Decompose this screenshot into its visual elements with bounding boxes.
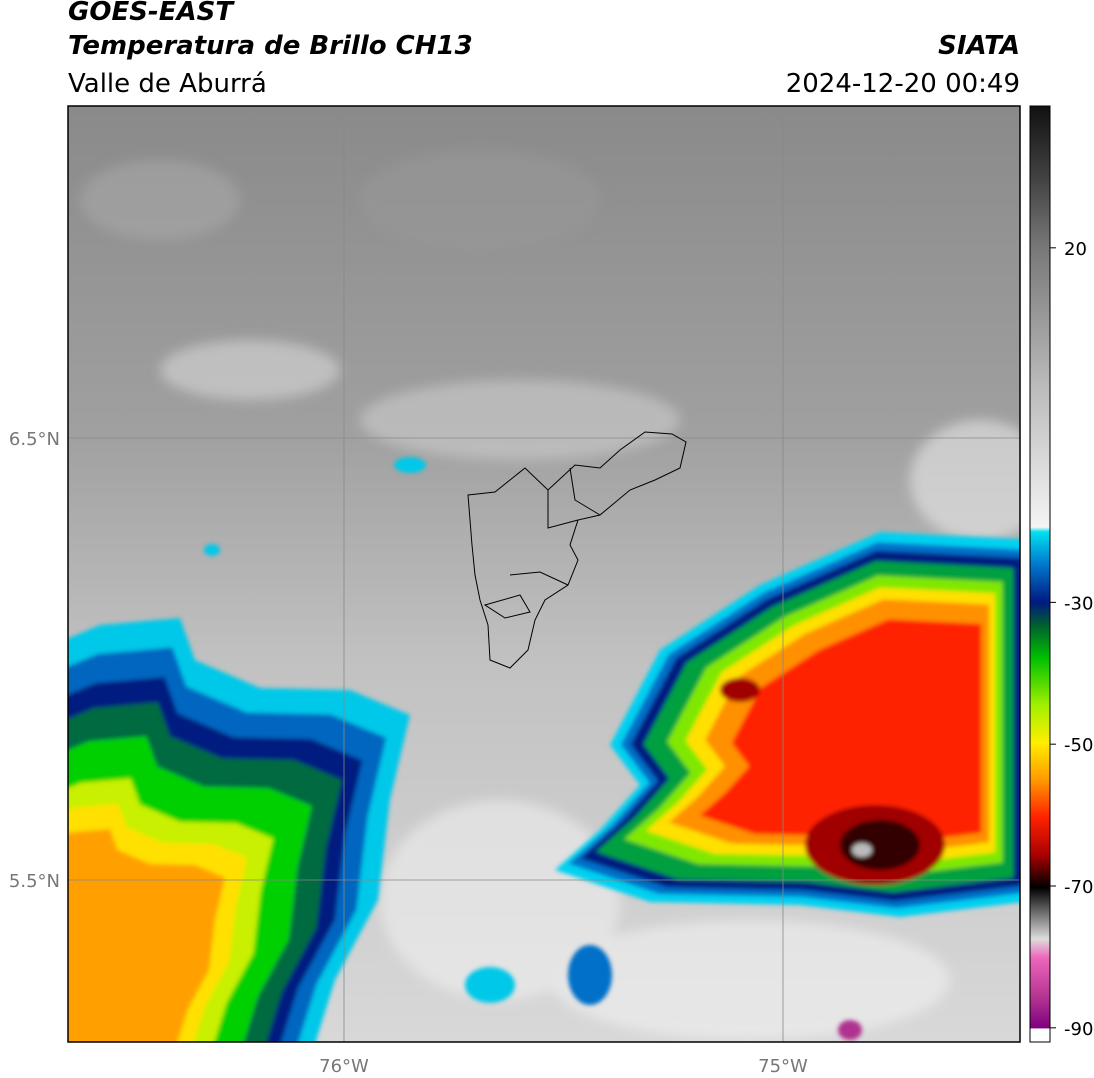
colorbar-tick-label: -50 (1064, 735, 1093, 756)
subtitle: Temperatura de Brillo CH13 (68, 31, 473, 61)
datetime: 2024-12-20 00:49 (786, 69, 1020, 99)
map-frame (67, 105, 1021, 1043)
lon-label: 76°W (319, 1056, 369, 1077)
source: SIATA (938, 31, 1020, 61)
title: GOES-EAST (68, 0, 235, 27)
map (68, 106, 1020, 1042)
colorbar-tick-label: 20 (1064, 239, 1087, 260)
region: Valle de Aburrá (68, 69, 267, 99)
colorbar-tick-label: -90 (1064, 1019, 1093, 1040)
lon-label: 75°W (758, 1056, 808, 1077)
colorbar-tick-label: -70 (1064, 877, 1093, 898)
colorbar (1029, 105, 1051, 1043)
lat-label: 5.5°N (9, 871, 60, 892)
colorbar-ticks: 20 -30 -50 -70 -90 (1050, 239, 1093, 1040)
municipal-boundaries (467, 431, 687, 669)
lat-label: 6.5°N (9, 429, 60, 450)
colorbar-tick-label: -30 (1064, 593, 1093, 614)
